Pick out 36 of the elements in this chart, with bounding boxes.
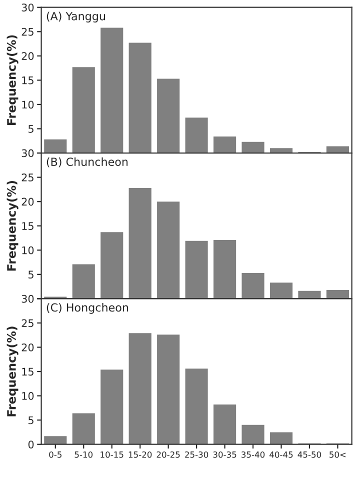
y-tick-label: 20	[22, 52, 34, 60]
y-axis-title: Frequency(%)	[6, 35, 18, 125]
y-tick-label: 30	[22, 149, 34, 158]
x-tick-label: 20-25	[156, 451, 180, 458]
x-tick-label: 45-50	[298, 451, 322, 458]
y-tick-label: 5	[28, 416, 34, 424]
y-tick-label: 10	[22, 246, 34, 254]
y-tick-label: 25	[22, 28, 34, 36]
x-tick-label: 25-30	[185, 451, 208, 458]
y-tick-label: 0	[28, 440, 34, 448]
y-tick-label: 15	[22, 76, 34, 84]
x-tick-label: 10-15	[100, 451, 124, 458]
y-tick-label: 20	[22, 343, 34, 352]
x-tick-label: 15-20	[128, 451, 152, 458]
y-axis-title: Frequency(%)	[6, 181, 18, 271]
x-tick-label: 40-45	[270, 451, 293, 458]
x-tick-label: 30-35	[213, 451, 236, 458]
x-tick-label: 5-10	[74, 451, 93, 458]
chart-title: (A) Yanggu	[46, 12, 105, 22]
y-tick-label: 25	[22, 319, 34, 328]
y-tick-label: 10	[22, 100, 34, 109]
y-tick-label: 5	[28, 270, 34, 279]
chart-title: (C) Hongcheon	[46, 303, 128, 314]
y-tick-label: 30	[22, 294, 34, 303]
y-tick-label: 15	[22, 368, 34, 376]
y-tick-label: 25	[22, 174, 34, 182]
y-tick-label: 30	[22, 4, 34, 12]
y-axis-title: Frequency(%)	[6, 326, 18, 416]
x-tick-label: 35-40	[242, 451, 265, 458]
x-tick-label: 0-5	[49, 451, 62, 458]
x-tick-label: 50<	[330, 451, 346, 458]
y-tick-label: 10	[22, 392, 34, 400]
y-tick-label: 20	[22, 198, 34, 206]
y-tick-label: 5	[28, 125, 34, 133]
chart-title: (B) Chuncheon	[46, 157, 128, 168]
y-tick-label: 15	[22, 222, 34, 230]
